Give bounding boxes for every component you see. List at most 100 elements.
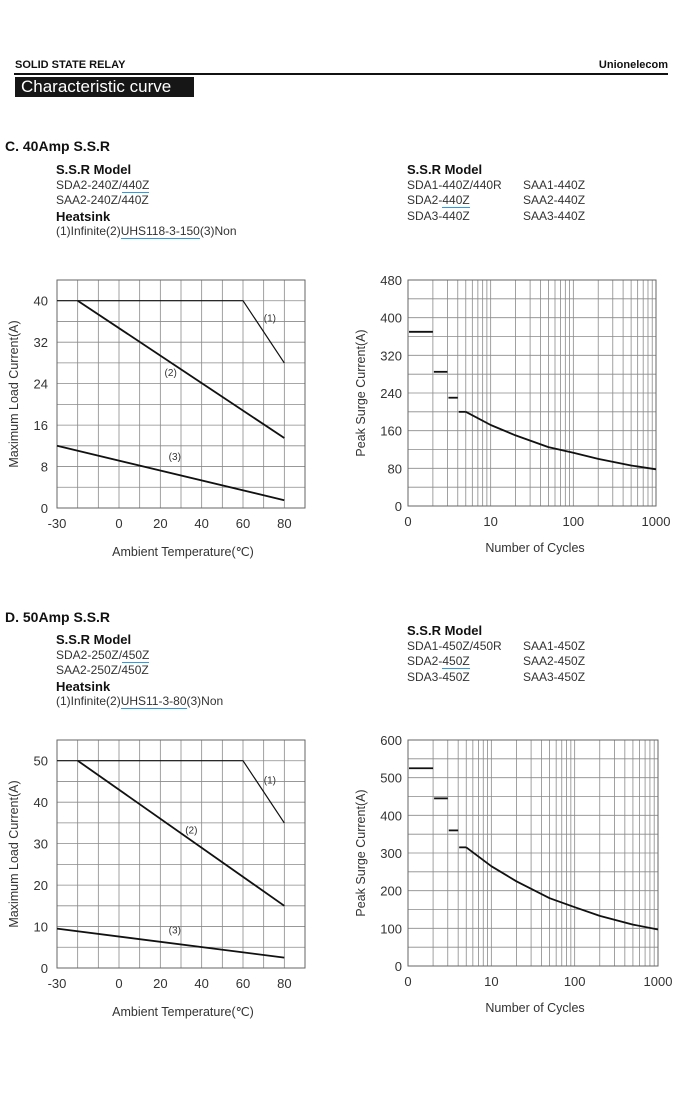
y-tick-label: 200	[380, 884, 402, 899]
series-line-heatsink-2	[77, 759, 285, 907]
y-tick-label: 400	[380, 311, 402, 326]
x-tick-label: -30	[48, 976, 67, 991]
series-label: (2)	[165, 368, 177, 379]
model-heading: S.S.R Model	[407, 623, 483, 638]
x-axis-title: Number of Cycles	[485, 1001, 584, 1015]
model-text: SDA2-240Z/	[56, 177, 123, 192]
series-label: (3)	[169, 926, 181, 937]
model-heading: S.S.R Model	[56, 162, 132, 177]
surge-chart-50amp: 0 100 200 300 400 500 600 0 10 100 1000 Number of C…	[354, 733, 673, 1015]
model-text: SDA2-250Z/	[56, 647, 123, 662]
heatsink-link[interactable]: UHS118-3-150	[120, 224, 200, 239]
x-tick-label: 1000	[644, 974, 673, 989]
y-tick-label: 8	[41, 460, 48, 475]
model-text: SDA3-450Z	[407, 669, 470, 684]
model-text: SAA3-440Z	[523, 208, 586, 223]
x-tick-label: 0	[115, 516, 122, 531]
model-block-left-50amp: S.S.R Model SDA2-250Z/450Z SAA2-250Z/450…	[56, 632, 223, 710]
y-tick-label: 480	[380, 273, 402, 288]
x-axis-title: Number of Cycles	[485, 541, 584, 555]
model-heading: S.S.R Model	[407, 162, 483, 177]
y-tick-label: 16	[34, 418, 48, 433]
y-tick-label: 320	[380, 348, 402, 363]
x-tick-label: 0	[115, 976, 122, 991]
x-tick-label: 40	[194, 976, 208, 991]
model-text: SDA1-450Z/450R	[407, 638, 502, 653]
y-tick-label: 0	[41, 961, 48, 976]
model-text: SDA2-	[407, 654, 443, 668]
model-link[interactable]: 450Z	[122, 647, 150, 663]
brand-name: Unionelecom	[598, 59, 668, 71]
series-line-heatsink-3	[56, 444, 285, 502]
plot-frame	[407, 279, 657, 507]
x-tick-label: 100	[564, 974, 586, 989]
surge-chart-40amp: 0 80 160 240 320 400 480 0 10 100 1000 Number of Cy…	[354, 273, 671, 555]
x-tick-label: 0	[404, 974, 411, 989]
y-axis-title: Peak Surge Current(A)	[354, 329, 368, 456]
y-tick-label: 160	[380, 424, 402, 439]
model-block-left-40amp: S.S.R Model SDA2-240Z/440Z SAA2-240Z/440…	[56, 162, 237, 240]
model-link[interactable]: 450Z	[442, 654, 470, 669]
x-tick-label: 1000	[642, 514, 671, 529]
x-tick-label: 80	[277, 976, 291, 991]
x-tick-label: 60	[236, 516, 250, 531]
y-tick-label: 10	[34, 920, 48, 935]
model-text: SDA1-440Z/440R	[407, 177, 502, 192]
heatsink-text: (3)Non	[186, 694, 224, 708]
x-tick-label: 0	[404, 514, 411, 529]
series-label: (1)	[264, 313, 276, 324]
series-line-heatsink-1	[57, 760, 285, 824]
model-text: SDA2-	[407, 193, 443, 207]
x-tick-label: 20	[153, 976, 167, 991]
y-tick-label: 20	[34, 878, 48, 893]
heatsink-link[interactable]: UHS11-3-80	[120, 694, 187, 709]
series-line-surge	[465, 411, 657, 471]
x-tick-label: 40	[194, 516, 208, 531]
series-label: (3)	[169, 452, 181, 463]
model-link[interactable]: 440Z	[442, 193, 470, 208]
x-tick-label: 10	[484, 974, 498, 989]
model-heading: S.S.R Model	[56, 632, 132, 647]
x-axis-title: Ambient Temperature(℃)	[112, 545, 254, 559]
y-tick-label: 50	[34, 754, 48, 769]
y-tick-label: 300	[380, 846, 402, 861]
y-tick-label: 100	[380, 921, 402, 936]
x-tick-label: -30	[48, 516, 67, 531]
series-label: (2)	[185, 825, 197, 836]
series-line-heatsink-2	[77, 299, 285, 439]
y-tick-label: 40	[34, 795, 48, 810]
y-axis-title: Maximum Load Current(A)	[7, 320, 21, 467]
page-banner: Characteristic curve	[15, 77, 194, 97]
y-tick-label: 400	[380, 808, 402, 823]
y-tick-label: 240	[380, 386, 402, 401]
y-tick-label: 24	[34, 377, 48, 392]
y-tick-label: 32	[34, 335, 48, 350]
heatsink-text: (1)Infinite(2)	[56, 224, 121, 238]
model-block-right-50amp: S.S.R Model SDA1-450Z/450R SAA1-450Z SDA2…	[407, 623, 585, 685]
y-tick-label: 600	[380, 733, 402, 748]
section-title-40amp: C. 40Amp S.S.R	[5, 138, 111, 154]
series-line-heatsink-1	[57, 300, 285, 364]
model-text: SAA2-250Z/450Z	[56, 663, 149, 677]
y-tick-label: 40	[34, 294, 48, 309]
y-tick-label: 0	[395, 499, 402, 514]
x-tick-label: 80	[277, 516, 291, 531]
y-tick-label: 0	[395, 959, 402, 974]
plot-frame	[407, 739, 659, 967]
series-line-heatsink-3	[56, 927, 285, 959]
heatsink-text: (1)Infinite(2)	[56, 694, 121, 708]
series-line-surge	[465, 846, 659, 931]
series-label: (1)	[264, 776, 276, 787]
heatsink-heading: Heatsink	[56, 678, 111, 694]
model-text: SAA2-450Z	[523, 654, 586, 668]
section-title-50amp: D. 50Amp S.S.R	[5, 609, 111, 625]
model-link[interactable]: 440Z	[122, 177, 150, 193]
y-tick-label: 80	[388, 461, 402, 476]
model-text: SAA1-440Z	[523, 177, 586, 192]
y-axis-title: Maximum Load Current(A)	[7, 780, 21, 927]
x-tick-label: 100	[562, 514, 584, 529]
document-category: SOLID STATE RELAY	[15, 59, 126, 71]
x-axis-title: Ambient Temperature(℃)	[112, 1005, 254, 1019]
